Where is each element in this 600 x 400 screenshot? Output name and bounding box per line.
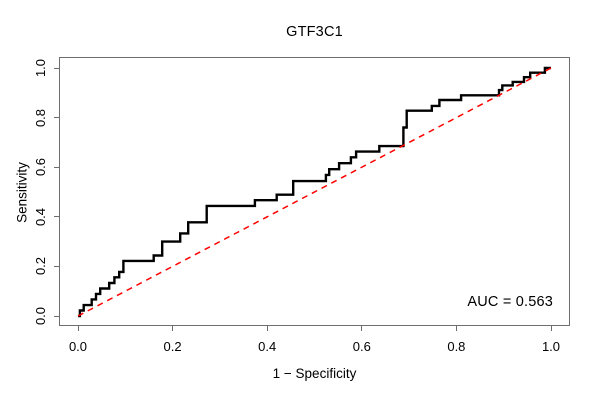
x-axis-tick xyxy=(361,326,363,331)
x-tick-label: 0.6 xyxy=(352,339,371,354)
y-tick-label: 0.4 xyxy=(33,207,48,226)
roc-step-curve xyxy=(78,66,551,318)
x-tick-label: 0.2 xyxy=(163,339,182,354)
chance-diagonal-line xyxy=(77,67,552,317)
x-tick-label: 0.4 xyxy=(258,339,277,354)
y-tick-label: 0.0 xyxy=(33,306,48,326)
plot-title: GTF3C1 xyxy=(286,24,343,40)
y-tick-label: 1.0 xyxy=(33,58,48,78)
x-axis-tick xyxy=(77,326,79,331)
y-axis-tick xyxy=(54,265,59,267)
x-tick-label: 0.8 xyxy=(447,339,466,354)
y-tick-label: 0.6 xyxy=(33,158,48,177)
x-axis-tick xyxy=(550,326,552,331)
y-tick-label: 0.8 xyxy=(33,108,48,127)
x-axis-tick xyxy=(455,326,457,331)
y-axis-label: Sensitivity xyxy=(14,162,30,223)
y-axis-tick xyxy=(54,315,59,317)
y-axis-tick xyxy=(54,117,59,119)
y-axis-tick xyxy=(54,166,59,168)
x-tick-label: 0.0 xyxy=(68,339,88,354)
x-axis-label: 1 − Specificity xyxy=(272,366,357,381)
y-axis-tick xyxy=(54,67,59,69)
x-tick-label: 1.0 xyxy=(541,339,561,354)
x-axis-tick xyxy=(266,326,268,331)
y-tick-label: 0.2 xyxy=(33,257,48,276)
y-axis-tick xyxy=(54,216,59,218)
auc-annotation: AUC = 0.563 xyxy=(467,294,553,310)
x-axis-tick xyxy=(172,326,174,331)
